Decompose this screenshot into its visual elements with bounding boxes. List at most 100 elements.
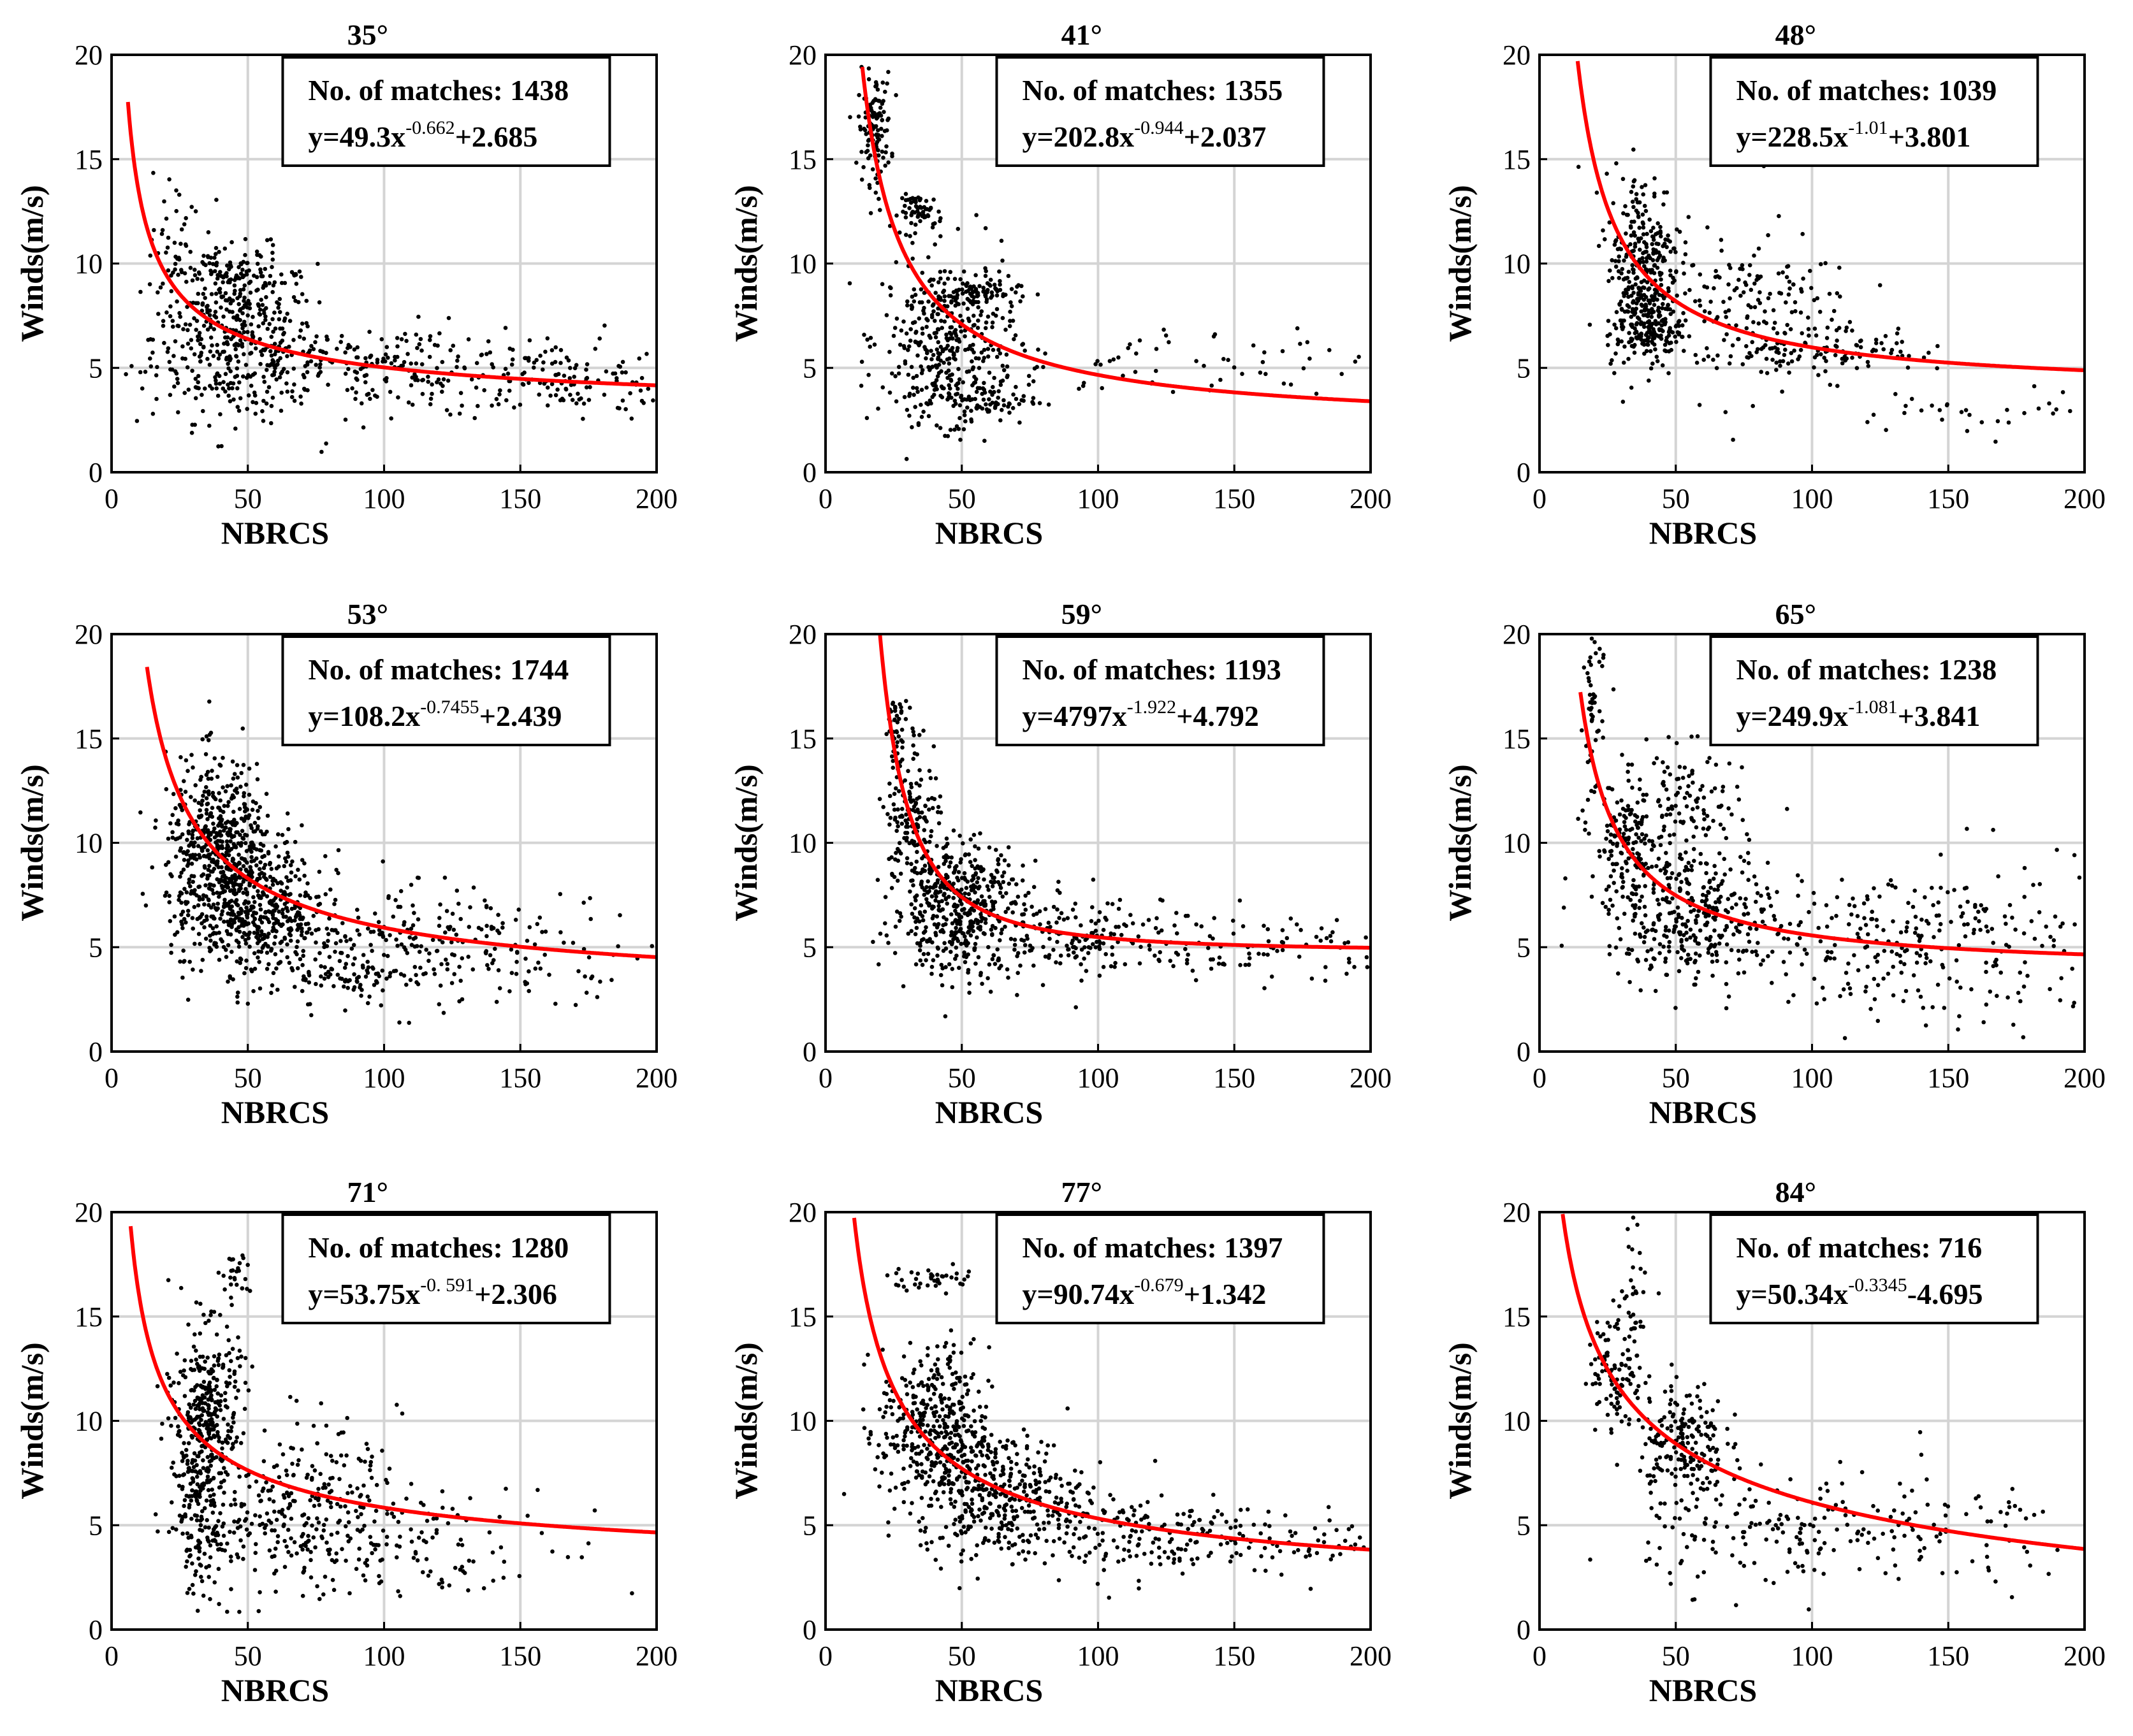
data-point (966, 347, 971, 351)
data-point (289, 918, 294, 923)
data-point (182, 222, 187, 227)
data-point (1651, 251, 1656, 256)
data-point (936, 327, 941, 332)
annotation-box (1709, 56, 2039, 167)
data-point (1726, 308, 1731, 313)
data-point (908, 799, 914, 804)
data-point (214, 252, 218, 256)
data-point (951, 295, 956, 300)
data-point (942, 915, 946, 920)
data-point (873, 176, 878, 181)
data-point (922, 291, 927, 295)
data-point (184, 890, 189, 895)
data-point (284, 875, 289, 879)
data-point (969, 888, 974, 893)
data-point (225, 784, 230, 788)
data-point (986, 409, 990, 414)
data-point (377, 928, 382, 932)
data-point (280, 911, 285, 916)
data-point (982, 347, 987, 352)
data-point (207, 261, 212, 266)
data-point (1666, 371, 1671, 375)
data-point (956, 426, 961, 431)
data-point (979, 309, 984, 314)
data-point (973, 858, 977, 862)
data-point (367, 329, 372, 334)
data-point (343, 1008, 347, 1013)
data-point (868, 211, 873, 215)
y-axis-title: Winds(m/s) (728, 185, 764, 342)
data-point (990, 325, 994, 329)
data-point (379, 337, 384, 342)
data-point (1012, 937, 1017, 942)
data-point (602, 393, 607, 397)
data-point (388, 933, 392, 937)
data-point (1663, 320, 1668, 324)
data-point (226, 386, 231, 391)
data-point (938, 216, 943, 221)
data-point (1209, 957, 1213, 962)
data-point (894, 713, 899, 718)
data-point (230, 759, 235, 764)
data-point (191, 926, 196, 931)
data-point (1758, 274, 1763, 279)
data-point (1636, 236, 1641, 241)
data-point (446, 925, 450, 930)
data-point (223, 901, 228, 906)
data-point (1731, 437, 1735, 442)
data-point (375, 358, 380, 362)
data-point (620, 359, 625, 365)
data-point (567, 376, 572, 380)
data-point (984, 402, 988, 407)
data-point (1654, 864, 1659, 869)
data-point (1121, 373, 1125, 378)
data-point (223, 298, 228, 303)
data-point (251, 905, 256, 909)
data-point (1642, 342, 1647, 347)
data-point (1209, 383, 1214, 388)
data-point (1676, 319, 1681, 324)
data-point (1708, 300, 1713, 304)
data-point (1668, 326, 1672, 331)
data-point (178, 890, 183, 895)
data-point (1606, 343, 1610, 347)
data-point (302, 873, 307, 878)
data-point (448, 348, 453, 352)
data-point (189, 862, 194, 866)
data-point (1167, 340, 1171, 345)
data-point (1010, 406, 1016, 410)
data-point (945, 434, 950, 438)
data-point (1023, 908, 1028, 912)
data-point (1736, 277, 1741, 282)
data-point (278, 326, 282, 331)
data-point (229, 904, 235, 909)
data-point (1280, 349, 1285, 354)
data-point (1364, 955, 1369, 960)
data-point (866, 138, 871, 142)
data-point (913, 231, 917, 236)
data-point (899, 711, 904, 715)
data-point (230, 793, 235, 798)
data-point (973, 941, 978, 946)
data-point (215, 343, 220, 347)
data-point (1641, 259, 1645, 264)
data-point (1585, 671, 1590, 676)
data-point (241, 305, 245, 310)
data-point (233, 845, 238, 850)
data-point (212, 314, 217, 318)
data-point (1827, 291, 1832, 296)
data-point (973, 844, 977, 849)
data-point (1000, 894, 1005, 899)
data-point (975, 918, 980, 923)
data-point (259, 352, 265, 358)
data-point (148, 253, 153, 258)
data-point (204, 811, 209, 816)
data-point (865, 337, 870, 342)
data-point (428, 396, 433, 401)
data-point (1634, 329, 1639, 334)
data-point (1645, 280, 1650, 285)
data-point (985, 281, 990, 286)
data-point (373, 393, 377, 398)
data-point (520, 382, 525, 386)
data-point (235, 790, 240, 795)
